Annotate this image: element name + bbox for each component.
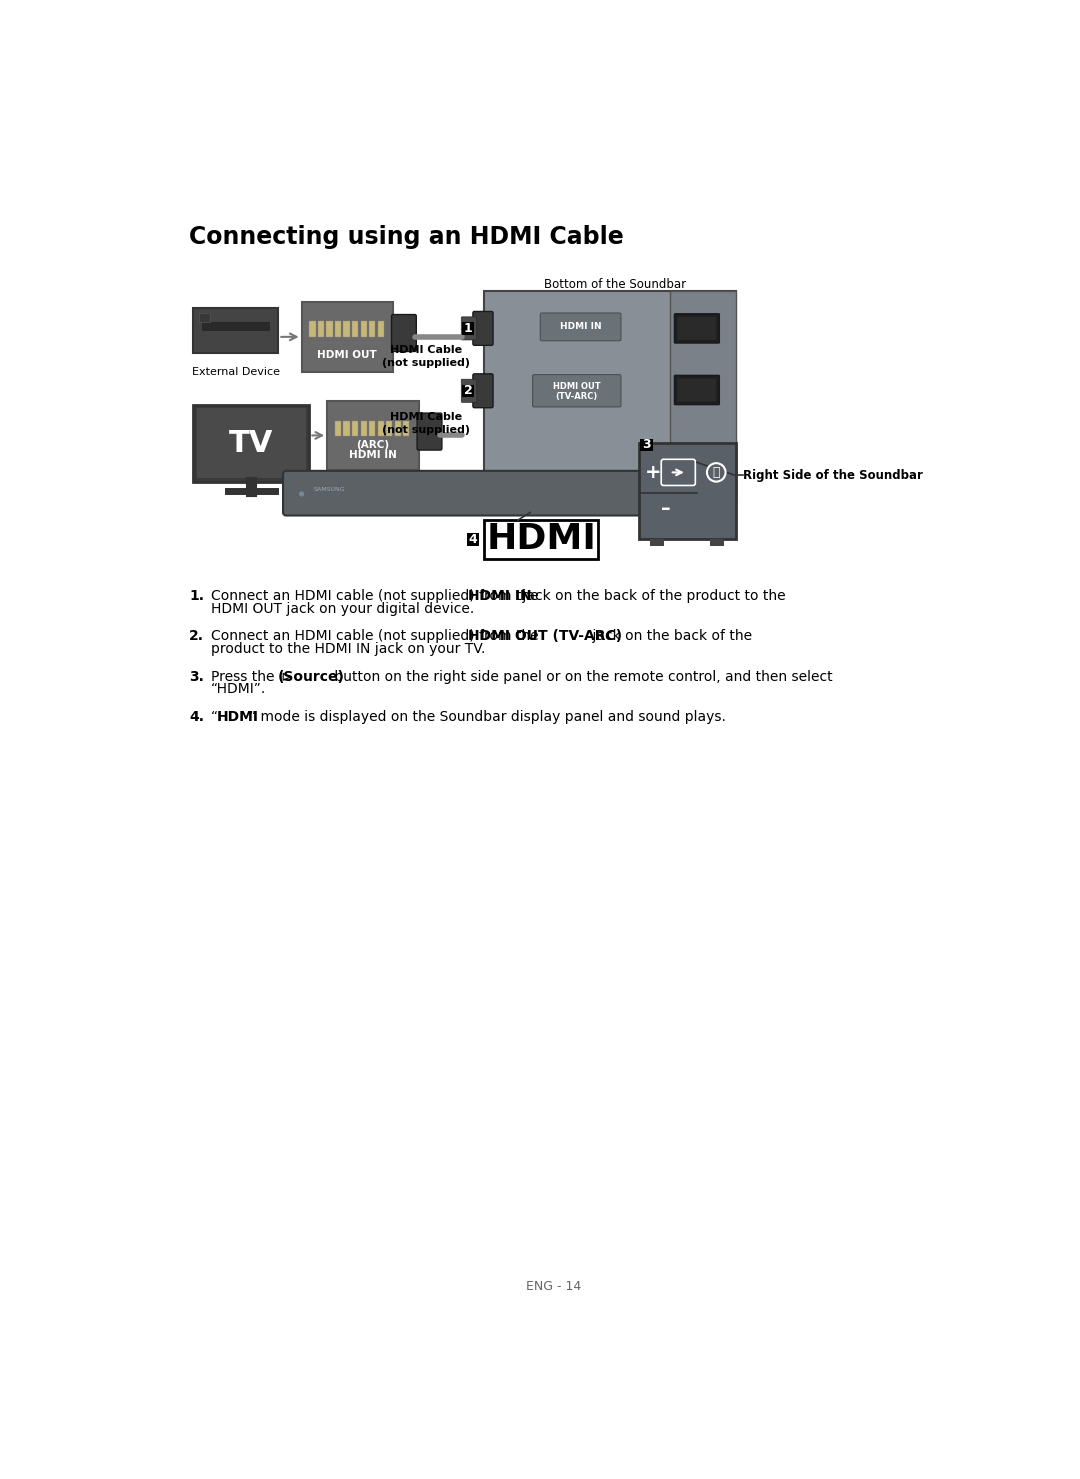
FancyBboxPatch shape bbox=[335, 422, 341, 436]
FancyBboxPatch shape bbox=[200, 314, 211, 322]
FancyBboxPatch shape bbox=[326, 321, 333, 337]
Text: HDMI OUT: HDMI OUT bbox=[553, 383, 600, 392]
Text: jack on the back of the product to the: jack on the back of the product to the bbox=[517, 590, 785, 603]
Text: HDMI: HDMI bbox=[216, 710, 258, 723]
Text: button on the right side panel or on the remote control, and then select: button on the right side panel or on the… bbox=[329, 670, 833, 683]
FancyBboxPatch shape bbox=[677, 379, 716, 402]
FancyBboxPatch shape bbox=[197, 408, 306, 478]
FancyBboxPatch shape bbox=[309, 321, 315, 337]
Text: HDMI Cable: HDMI Cable bbox=[390, 345, 461, 355]
FancyBboxPatch shape bbox=[640, 438, 652, 451]
FancyBboxPatch shape bbox=[661, 460, 696, 485]
FancyBboxPatch shape bbox=[387, 422, 392, 436]
Text: “: “ bbox=[211, 710, 218, 723]
Text: 4: 4 bbox=[469, 532, 477, 546]
FancyBboxPatch shape bbox=[674, 376, 719, 405]
FancyBboxPatch shape bbox=[378, 321, 383, 337]
FancyBboxPatch shape bbox=[378, 422, 383, 436]
Text: (not supplied): (not supplied) bbox=[381, 358, 470, 368]
FancyBboxPatch shape bbox=[650, 540, 664, 546]
Text: Connecting using an HDMI Cable: Connecting using an HDMI Cable bbox=[189, 225, 624, 250]
Text: 1: 1 bbox=[464, 322, 473, 334]
FancyBboxPatch shape bbox=[392, 315, 416, 352]
Text: HDMI IN: HDMI IN bbox=[559, 322, 602, 331]
FancyBboxPatch shape bbox=[461, 317, 476, 340]
FancyBboxPatch shape bbox=[318, 321, 324, 337]
Text: Connect an HDMI cable (not supplied) from the: Connect an HDMI cable (not supplied) fro… bbox=[211, 590, 543, 603]
Text: 2: 2 bbox=[464, 385, 473, 398]
FancyBboxPatch shape bbox=[484, 291, 735, 501]
Circle shape bbox=[707, 463, 726, 482]
FancyBboxPatch shape bbox=[473, 312, 494, 345]
FancyBboxPatch shape bbox=[343, 422, 350, 436]
FancyBboxPatch shape bbox=[462, 385, 474, 396]
Text: Press the ⧐: Press the ⧐ bbox=[211, 670, 297, 683]
FancyBboxPatch shape bbox=[461, 379, 476, 402]
FancyBboxPatch shape bbox=[343, 321, 350, 337]
Text: HDMI IN: HDMI IN bbox=[349, 450, 396, 460]
FancyBboxPatch shape bbox=[677, 317, 716, 340]
Text: Connect an HDMI cable (not supplied) from the: Connect an HDMI cable (not supplied) fro… bbox=[211, 630, 543, 643]
Text: +: + bbox=[645, 463, 661, 482]
Text: ” mode is displayed on the Soundbar display panel and sound plays.: ” mode is displayed on the Soundbar disp… bbox=[248, 710, 726, 723]
FancyBboxPatch shape bbox=[193, 309, 279, 353]
Text: jack on the back of the: jack on the back of the bbox=[588, 630, 752, 643]
FancyBboxPatch shape bbox=[403, 422, 409, 436]
Circle shape bbox=[299, 493, 303, 495]
Text: TV: TV bbox=[229, 429, 273, 457]
FancyBboxPatch shape bbox=[473, 374, 494, 408]
Text: HDMI Cable: HDMI Cable bbox=[390, 413, 461, 423]
FancyBboxPatch shape bbox=[417, 413, 442, 450]
Text: (not supplied): (not supplied) bbox=[381, 424, 470, 435]
Text: 4.: 4. bbox=[189, 710, 204, 723]
FancyBboxPatch shape bbox=[335, 321, 341, 337]
FancyBboxPatch shape bbox=[352, 321, 359, 337]
Text: HDMI OUT jack on your digital device.: HDMI OUT jack on your digital device. bbox=[211, 602, 474, 615]
Text: 3: 3 bbox=[643, 438, 651, 451]
Text: HDMI OUT: HDMI OUT bbox=[318, 349, 377, 359]
FancyBboxPatch shape bbox=[532, 374, 621, 407]
Text: ⏻: ⏻ bbox=[713, 466, 720, 479]
FancyBboxPatch shape bbox=[540, 314, 621, 340]
Text: HDMI: HDMI bbox=[486, 522, 596, 556]
Text: HDMI IN: HDMI IN bbox=[469, 590, 531, 603]
Text: HDMI OUT (TV-ARC): HDMI OUT (TV-ARC) bbox=[469, 630, 622, 643]
FancyBboxPatch shape bbox=[394, 422, 401, 436]
Text: –: – bbox=[661, 498, 671, 518]
Text: 1.: 1. bbox=[189, 590, 204, 603]
FancyBboxPatch shape bbox=[361, 321, 367, 337]
Text: “HDMI”.: “HDMI”. bbox=[211, 682, 266, 695]
FancyBboxPatch shape bbox=[462, 322, 474, 334]
Text: 3.: 3. bbox=[189, 670, 204, 683]
FancyBboxPatch shape bbox=[710, 540, 724, 546]
Text: Bottom of the Soundbar: Bottom of the Soundbar bbox=[544, 278, 687, 290]
Text: SAMSUNG: SAMSUNG bbox=[313, 487, 345, 493]
FancyBboxPatch shape bbox=[193, 405, 309, 482]
Text: (ARC): (ARC) bbox=[356, 441, 390, 451]
Text: (Source): (Source) bbox=[278, 670, 345, 683]
FancyBboxPatch shape bbox=[301, 302, 393, 371]
FancyBboxPatch shape bbox=[283, 470, 700, 516]
FancyBboxPatch shape bbox=[638, 444, 735, 540]
FancyBboxPatch shape bbox=[670, 291, 735, 501]
FancyBboxPatch shape bbox=[369, 321, 375, 337]
FancyBboxPatch shape bbox=[674, 314, 719, 343]
Text: Right Side of the Soundbar: Right Side of the Soundbar bbox=[743, 469, 923, 482]
Text: (TV-ARC): (TV-ARC) bbox=[555, 392, 598, 401]
Text: product to the HDMI IN jack on your TV.: product to the HDMI IN jack on your TV. bbox=[211, 642, 485, 655]
FancyBboxPatch shape bbox=[202, 322, 269, 330]
FancyBboxPatch shape bbox=[327, 401, 419, 470]
Text: External Device: External Device bbox=[192, 367, 280, 377]
FancyBboxPatch shape bbox=[352, 422, 359, 436]
FancyBboxPatch shape bbox=[369, 422, 375, 436]
Text: 2.: 2. bbox=[189, 630, 204, 643]
FancyBboxPatch shape bbox=[484, 521, 598, 559]
Text: ENG - 14: ENG - 14 bbox=[526, 1279, 581, 1293]
FancyBboxPatch shape bbox=[467, 534, 480, 546]
FancyBboxPatch shape bbox=[361, 422, 367, 436]
